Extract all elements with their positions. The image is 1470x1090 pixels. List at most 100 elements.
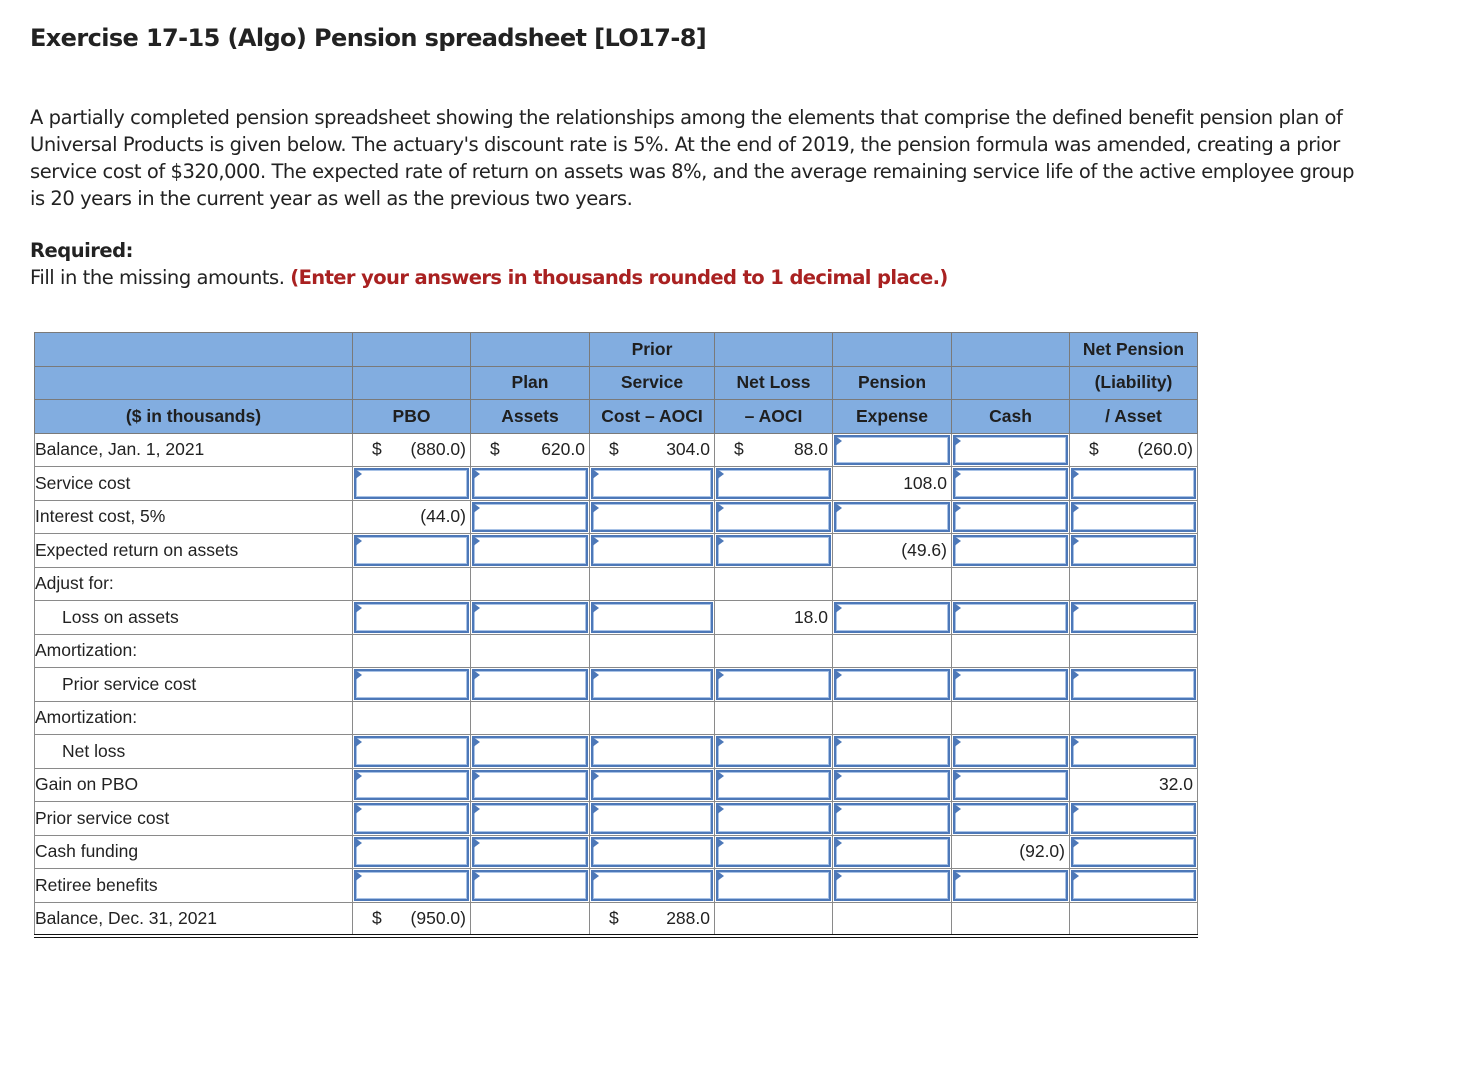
answer-input[interactable] bbox=[955, 537, 1066, 564]
answer-input[interactable] bbox=[836, 738, 948, 765]
answer-input[interactable] bbox=[593, 470, 711, 497]
answer-input-box[interactable] bbox=[591, 535, 713, 566]
answer-input[interactable] bbox=[718, 470, 829, 497]
answer-input[interactable] bbox=[1073, 838, 1194, 865]
answer-input[interactable] bbox=[718, 537, 829, 564]
answer-input[interactable] bbox=[955, 671, 1066, 698]
answer-input-box[interactable] bbox=[1071, 602, 1196, 633]
answer-input-box[interactable] bbox=[953, 870, 1068, 901]
answer-input-box[interactable] bbox=[834, 434, 950, 465]
answer-input[interactable] bbox=[718, 872, 829, 899]
answer-input-box[interactable] bbox=[1071, 535, 1196, 566]
answer-input[interactable] bbox=[1073, 671, 1194, 698]
answer-input[interactable] bbox=[356, 470, 467, 497]
answer-input-box[interactable] bbox=[953, 468, 1068, 499]
answer-input[interactable] bbox=[718, 771, 829, 798]
answer-input-box[interactable] bbox=[834, 501, 950, 532]
answer-input[interactable] bbox=[955, 872, 1066, 899]
answer-input[interactable] bbox=[718, 738, 829, 765]
answer-input[interactable] bbox=[356, 604, 467, 631]
answer-input-box[interactable] bbox=[472, 468, 588, 499]
answer-input-box[interactable] bbox=[591, 736, 713, 767]
answer-input[interactable] bbox=[955, 503, 1066, 530]
answer-input-box[interactable] bbox=[953, 434, 1068, 465]
answer-input[interactable] bbox=[718, 503, 829, 530]
answer-input-box[interactable] bbox=[472, 836, 588, 867]
answer-input[interactable] bbox=[1073, 470, 1194, 497]
answer-input-box[interactable] bbox=[834, 736, 950, 767]
answer-input[interactable] bbox=[836, 671, 948, 698]
answer-input[interactable] bbox=[474, 838, 586, 865]
answer-input-box[interactable] bbox=[591, 468, 713, 499]
answer-input[interactable] bbox=[955, 436, 1066, 463]
answer-input-box[interactable] bbox=[472, 669, 588, 700]
answer-input-box[interactable] bbox=[1071, 501, 1196, 532]
answer-input[interactable] bbox=[356, 805, 467, 832]
answer-input[interactable] bbox=[1073, 604, 1194, 631]
answer-input-box[interactable] bbox=[591, 836, 713, 867]
answer-input-box[interactable] bbox=[354, 669, 469, 700]
answer-input-box[interactable] bbox=[834, 669, 950, 700]
answer-input-box[interactable] bbox=[472, 870, 588, 901]
answer-input-box[interactable] bbox=[716, 736, 831, 767]
answer-input[interactable] bbox=[474, 771, 586, 798]
answer-input-box[interactable] bbox=[834, 602, 950, 633]
answer-input[interactable] bbox=[474, 503, 586, 530]
answer-input[interactable] bbox=[955, 604, 1066, 631]
answer-input-box[interactable] bbox=[472, 769, 588, 800]
answer-input-box[interactable] bbox=[953, 602, 1068, 633]
answer-input[interactable] bbox=[356, 671, 467, 698]
answer-input[interactable] bbox=[474, 738, 586, 765]
answer-input[interactable] bbox=[1073, 805, 1194, 832]
answer-input[interactable] bbox=[1073, 738, 1194, 765]
answer-input[interactable] bbox=[474, 537, 586, 564]
answer-input-box[interactable] bbox=[1071, 669, 1196, 700]
answer-input-box[interactable] bbox=[716, 836, 831, 867]
answer-input-box[interactable] bbox=[953, 501, 1068, 532]
answer-input[interactable] bbox=[593, 872, 711, 899]
answer-input-box[interactable] bbox=[354, 602, 469, 633]
answer-input-box[interactable] bbox=[834, 769, 950, 800]
answer-input[interactable] bbox=[474, 805, 586, 832]
answer-input[interactable] bbox=[955, 805, 1066, 832]
answer-input[interactable] bbox=[593, 604, 711, 631]
answer-input-box[interactable] bbox=[1071, 736, 1196, 767]
answer-input-box[interactable] bbox=[953, 803, 1068, 834]
answer-input-box[interactable] bbox=[716, 803, 831, 834]
answer-input[interactable] bbox=[836, 838, 948, 865]
answer-input[interactable] bbox=[836, 604, 948, 631]
answer-input[interactable] bbox=[474, 671, 586, 698]
answer-input-box[interactable] bbox=[354, 535, 469, 566]
answer-input[interactable] bbox=[1073, 537, 1194, 564]
answer-input-box[interactable] bbox=[354, 836, 469, 867]
answer-input-box[interactable] bbox=[472, 736, 588, 767]
answer-input-box[interactable] bbox=[591, 602, 713, 633]
answer-input[interactable] bbox=[474, 872, 586, 899]
answer-input-box[interactable] bbox=[834, 870, 950, 901]
answer-input[interactable] bbox=[1073, 503, 1194, 530]
answer-input[interactable] bbox=[836, 771, 948, 798]
answer-input[interactable] bbox=[836, 805, 948, 832]
answer-input[interactable] bbox=[955, 771, 1066, 798]
answer-input[interactable] bbox=[718, 838, 829, 865]
answer-input-box[interactable] bbox=[354, 468, 469, 499]
answer-input[interactable] bbox=[955, 470, 1066, 497]
answer-input-box[interactable] bbox=[472, 803, 588, 834]
answer-input-box[interactable] bbox=[591, 501, 713, 532]
answer-input-box[interactable] bbox=[591, 803, 713, 834]
answer-input-box[interactable] bbox=[591, 870, 713, 901]
answer-input[interactable] bbox=[356, 838, 467, 865]
answer-input-box[interactable] bbox=[472, 535, 588, 566]
answer-input[interactable] bbox=[836, 872, 948, 899]
answer-input-box[interactable] bbox=[716, 535, 831, 566]
answer-input-box[interactable] bbox=[716, 501, 831, 532]
answer-input[interactable] bbox=[593, 503, 711, 530]
answer-input-box[interactable] bbox=[953, 669, 1068, 700]
answer-input[interactable] bbox=[593, 838, 711, 865]
answer-input[interactable] bbox=[356, 537, 467, 564]
answer-input-box[interactable] bbox=[953, 736, 1068, 767]
answer-input[interactable] bbox=[356, 872, 467, 899]
answer-input[interactable] bbox=[836, 503, 948, 530]
answer-input-box[interactable] bbox=[716, 870, 831, 901]
answer-input-box[interactable] bbox=[834, 836, 950, 867]
